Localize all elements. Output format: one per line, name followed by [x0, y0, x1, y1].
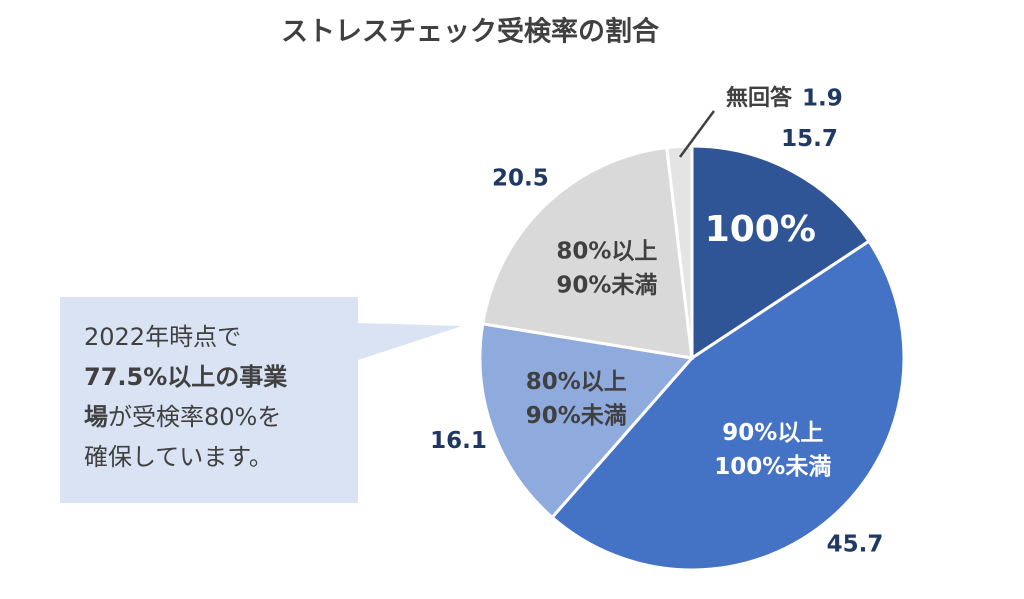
category-label: 90%未満	[526, 403, 627, 429]
value-label: 16.1	[430, 428, 487, 454]
category-label: 無回答	[726, 85, 793, 111]
value-label: 45.7	[827, 531, 884, 557]
category-label: 80%以上	[556, 239, 657, 265]
category-label: 80%以上	[526, 369, 627, 395]
category-label: 100%未満	[714, 454, 831, 480]
annotation-text: 場	[84, 403, 108, 431]
annotation: 2022年時点で 77.5%以上の事業場が受検率80%を確保しています。	[84, 323, 287, 471]
value-label: 15.7	[781, 126, 838, 152]
pie-slice	[665, 144, 694, 359]
category-label: 100%	[705, 209, 816, 250]
leader-line	[678, 110, 715, 158]
chart-title: ストレスチェック受検率の割合	[281, 16, 659, 48]
annotation-text: が受検率80%を	[108, 403, 281, 431]
annotation-text: 2022年時点で	[84, 323, 241, 351]
category-label: 90%以上	[722, 420, 823, 446]
callout-box	[60, 297, 462, 503]
pie-slice	[550, 239, 906, 572]
labels: 100% 15.7 90%以上 100%未満 45.7 80%以上 90%未満 16.1 80%…	[430, 85, 883, 558]
category-label: 90%未満	[556, 273, 657, 299]
pie-slice	[690, 144, 872, 361]
annotation-text: 確保しています。	[84, 443, 273, 471]
value-label: 1.9	[802, 85, 843, 111]
pie-slice	[478, 322, 695, 520]
value-label: 20.5	[492, 165, 549, 191]
pie	[478, 144, 906, 572]
pie-slice	[481, 145, 694, 360]
annotation-text: 77.5%以上の事業	[84, 363, 287, 391]
